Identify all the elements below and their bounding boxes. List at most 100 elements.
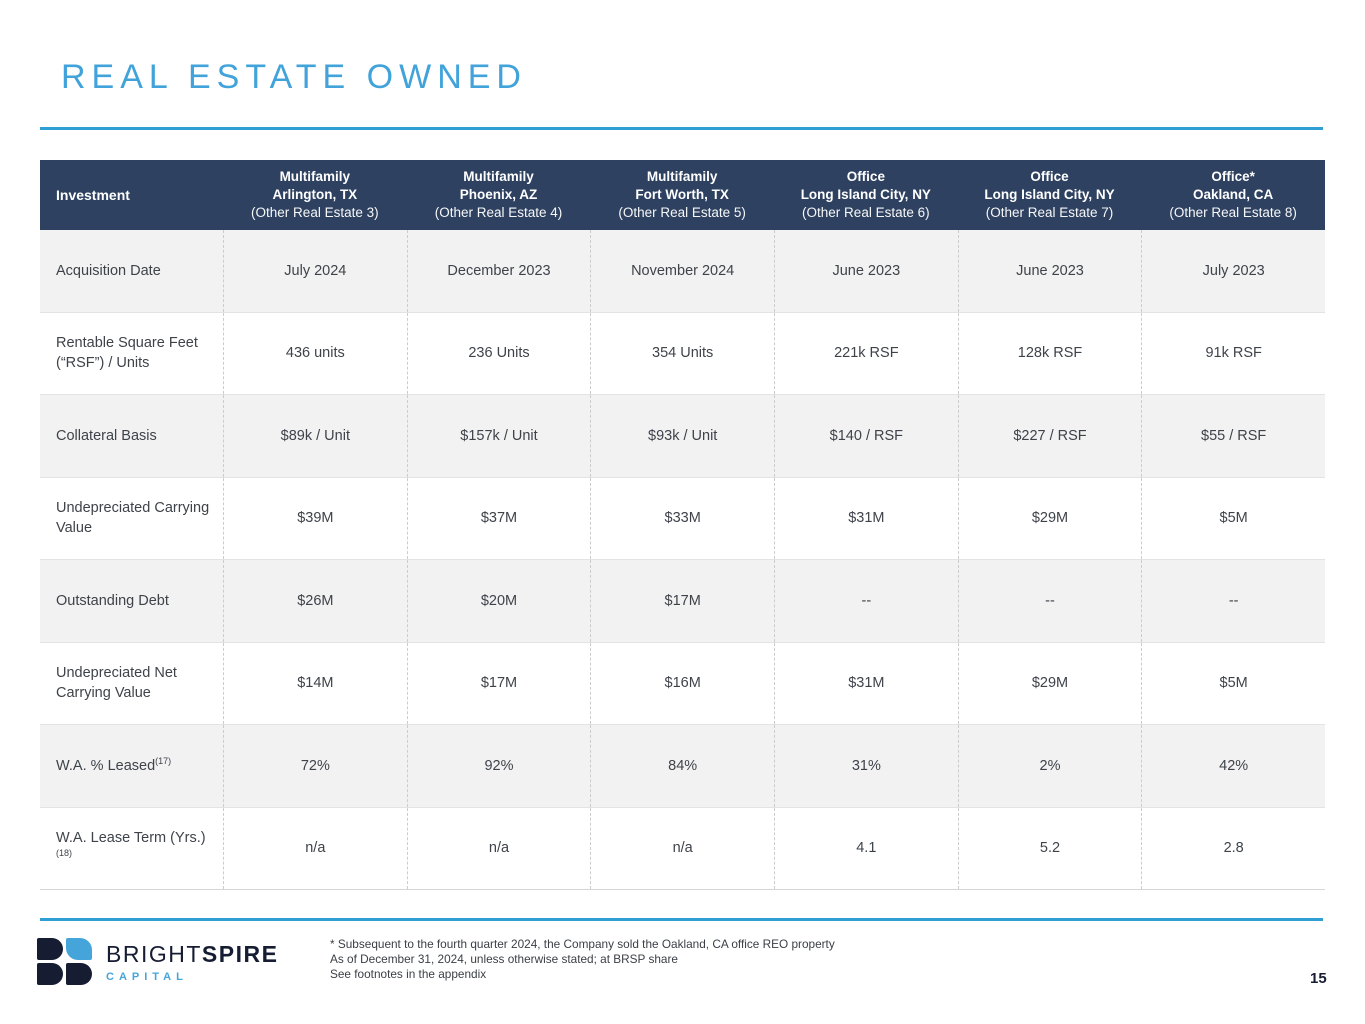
table-cell: 128k RSF bbox=[957, 312, 1142, 394]
table-cell: July 2023 bbox=[1141, 230, 1325, 312]
table-cell: 84% bbox=[590, 725, 774, 807]
table-cell: $33M bbox=[590, 477, 774, 559]
footnote-ref-17: (17) bbox=[155, 755, 172, 766]
column-header-lic-6: Office Long Island City, NY (Other Real … bbox=[774, 160, 958, 230]
table-cell: n/a bbox=[406, 807, 591, 889]
property-type: Office bbox=[846, 168, 885, 184]
table-cell: 436 units bbox=[223, 312, 407, 394]
table-row-collateral-basis: Collateral Basis $89k / Unit $157k / Uni… bbox=[40, 395, 1325, 478]
table-cell: $31M bbox=[774, 642, 958, 724]
column-header-phoenix: Multifamily Phoenix, AZ (Other Real Esta… bbox=[407, 160, 591, 230]
row-label: Outstanding Debt bbox=[56, 592, 169, 609]
table-cell: $157k / Unit bbox=[406, 395, 591, 477]
table-cell: $31M bbox=[774, 477, 958, 559]
table-cell: 91k RSF bbox=[1141, 312, 1325, 394]
logo-shape bbox=[66, 938, 92, 960]
property-location: Long Island City, NY bbox=[984, 186, 1115, 202]
property-subtitle: (Other Real Estate 5) bbox=[618, 205, 746, 221]
footer-divider-rule bbox=[40, 918, 1323, 921]
footnote-line: See footnotes in the appendix bbox=[330, 966, 487, 981]
table-cell: 42% bbox=[1141, 725, 1325, 807]
property-subtitle: (Other Real Estate 7) bbox=[985, 205, 1114, 221]
table-row-wa-percent-leased: W.A. % Leased(17) 72% 92% 84% 31% 2% 42% bbox=[40, 725, 1325, 808]
table-cell: $17M bbox=[406, 642, 591, 724]
table-cell: 4.1 bbox=[774, 807, 958, 889]
property-type: Multifamily bbox=[463, 168, 534, 184]
footnote-line: * Subsequent to the fourth quarter 2024,… bbox=[330, 937, 835, 951]
table-cell: July 2024 bbox=[223, 230, 407, 312]
property-type: Office* bbox=[1211, 168, 1255, 184]
table-cell: $26M bbox=[223, 560, 407, 642]
logo-wordmark: BRIGHTSPIRE bbox=[106, 940, 279, 967]
property-location: Oakland, CA bbox=[1193, 186, 1274, 202]
table-cell: 5.2 bbox=[957, 807, 1142, 889]
table-cell: 2% bbox=[957, 725, 1142, 807]
table-cell: December 2023 bbox=[406, 230, 591, 312]
table-cell: $16M bbox=[590, 642, 774, 724]
table-cell: $93k / Unit bbox=[590, 395, 774, 477]
table-row-rsf-units: Rentable Square Feet (“RSF”) / Units 436… bbox=[40, 312, 1325, 395]
table-cell: $5M bbox=[1141, 477, 1325, 559]
table-cell: 354 Units bbox=[590, 312, 774, 394]
table-cell: $37M bbox=[406, 477, 591, 559]
logo-shape bbox=[37, 963, 63, 985]
table-cell: $17M bbox=[590, 560, 774, 642]
row-label: Acquisition Date bbox=[56, 262, 161, 279]
title-divider-rule bbox=[40, 127, 1323, 130]
footnote-ref-18: (18) bbox=[56, 848, 73, 859]
row-label: W.A. % Leased(17) bbox=[56, 755, 172, 774]
table-cell: $29M bbox=[957, 477, 1142, 559]
brightspire-logo-icon bbox=[37, 938, 92, 985]
table-cell: $20M bbox=[406, 560, 591, 642]
table-cell: -- bbox=[957, 560, 1142, 642]
table-cell: $89k / Unit bbox=[223, 395, 407, 477]
table-cell: $29M bbox=[957, 642, 1142, 724]
column-header-fort-worth: Multifamily Fort Worth, TX (Other Real E… bbox=[590, 160, 774, 230]
page-title: REAL ESTATE OWNED bbox=[61, 58, 527, 96]
table-cell: -- bbox=[1141, 560, 1325, 642]
table-row-wa-lease-term: W.A. Lease Term (Yrs.)(18) n/a n/a n/a 4… bbox=[40, 807, 1325, 890]
column-header-lic-7: Office Long Island City, NY (Other Real … bbox=[958, 160, 1142, 230]
row-label: Undepreciated Net Carrying Value bbox=[56, 664, 177, 702]
logo-subtitle: CAPITAL bbox=[106, 970, 188, 983]
column-header-oakland: Office* Oakland, CA (Other Real Estate 8… bbox=[1141, 160, 1325, 230]
table-cell: -- bbox=[774, 560, 958, 642]
table-row-undepreciated-net-carrying-value: Undepreciated Net Carrying Value $14M $1… bbox=[40, 642, 1325, 725]
real-estate-owned-table: Investment Multifamily Arlington, TX (Ot… bbox=[40, 160, 1325, 890]
property-type: Multifamily bbox=[646, 168, 718, 184]
table-cell: 236 Units bbox=[406, 312, 591, 394]
table-cell: 72% bbox=[223, 725, 407, 807]
table-row-undepreciated-carrying-value: Undepreciated Carrying Value $39M $37M $… bbox=[40, 477, 1325, 560]
table-cell: $55 / RSF bbox=[1141, 395, 1325, 477]
brightspire-logo: BRIGHTSPIRE CAPITAL bbox=[37, 938, 278, 985]
logo-shape bbox=[37, 938, 63, 960]
table-cell: $5M bbox=[1141, 642, 1325, 724]
property-location: Fort Worth, TX bbox=[635, 186, 729, 202]
table-cell: n/a bbox=[590, 807, 774, 889]
row-label: Rentable Square Feet (“RSF”) / Units bbox=[56, 334, 198, 372]
logo-shape bbox=[66, 963, 92, 985]
property-subtitle: (Other Real Estate 3) bbox=[251, 205, 379, 221]
property-type: Office bbox=[1030, 168, 1069, 184]
table-cell: November 2024 bbox=[590, 230, 774, 312]
property-subtitle: (Other Real Estate 8) bbox=[1169, 205, 1297, 221]
property-subtitle: (Other Real Estate 4) bbox=[434, 205, 563, 221]
row-label: W.A. Lease Term (Yrs.)(18) bbox=[56, 829, 206, 859]
property-location: Phoenix, AZ bbox=[459, 186, 538, 202]
table-cell: $39M bbox=[223, 477, 407, 559]
table-cell: 221k RSF bbox=[774, 312, 958, 394]
table-cell: 92% bbox=[406, 725, 591, 807]
table-cell: June 2023 bbox=[957, 230, 1142, 312]
table-cell: n/a bbox=[223, 807, 407, 889]
property-location: Long Island City, NY bbox=[800, 186, 931, 202]
table-cell: $140 / RSF bbox=[774, 395, 958, 477]
table-cell: $14M bbox=[223, 642, 407, 724]
table-row-outstanding-debt: Outstanding Debt $26M $20M $17M -- -- -- bbox=[40, 560, 1325, 643]
table-cell: 31% bbox=[774, 725, 958, 807]
column-header-investment: Investment bbox=[56, 187, 130, 203]
table-cell: 2.8 bbox=[1141, 807, 1325, 889]
footnotes: * Subsequent to the fourth quarter 2024,… bbox=[330, 937, 835, 982]
column-header-arlington: Multifamily Arlington, TX (Other Real Es… bbox=[223, 160, 407, 230]
table-header-row: Investment Multifamily Arlington, TX (Ot… bbox=[40, 160, 1325, 230]
table-cell: June 2023 bbox=[774, 230, 958, 312]
